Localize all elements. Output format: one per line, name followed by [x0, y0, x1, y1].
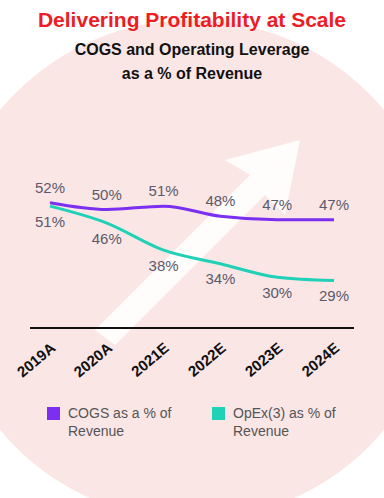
- svg-text:51%: 51%: [35, 213, 65, 230]
- svg-text:29%: 29%: [319, 287, 349, 304]
- svg-text:46%: 46%: [92, 230, 122, 247]
- svg-text:30%: 30%: [262, 284, 292, 301]
- svg-text:38%: 38%: [149, 257, 179, 274]
- svg-text:2019A: 2019A: [14, 339, 59, 381]
- svg-text:47%: 47%: [262, 196, 292, 213]
- svg-text:2021E: 2021E: [128, 339, 172, 380]
- svg-text:50%: 50%: [92, 186, 122, 203]
- svg-text:47%: 47%: [319, 196, 349, 213]
- svg-text:2020A: 2020A: [70, 339, 115, 381]
- html-text:Delivering Profitability at Sc: Delivering Profitability at Scale: [37, 8, 346, 31]
- svg-text:34%: 34%: [205, 270, 235, 287]
- svg-text:2024E: 2024E: [298, 339, 342, 380]
- svg-text:51%: 51%: [149, 182, 179, 199]
- svg-text:2023E: 2023E: [241, 339, 285, 380]
- html-text:COGS and Operating Leverage as: COGS and Operating Leverage as a % of Re…: [74, 41, 310, 82]
- svg-text:52%: 52%: [35, 179, 65, 196]
- svg-text:2022E: 2022E: [185, 339, 229, 380]
- html-text:COGS as a % of Revenue: COGS as a % of Revenue: [68, 405, 172, 439]
- html-text:OpEx(3) as % of Revenue: OpEx(3) as % of Revenue: [233, 405, 336, 439]
- svg-text:48%: 48%: [205, 192, 235, 209]
